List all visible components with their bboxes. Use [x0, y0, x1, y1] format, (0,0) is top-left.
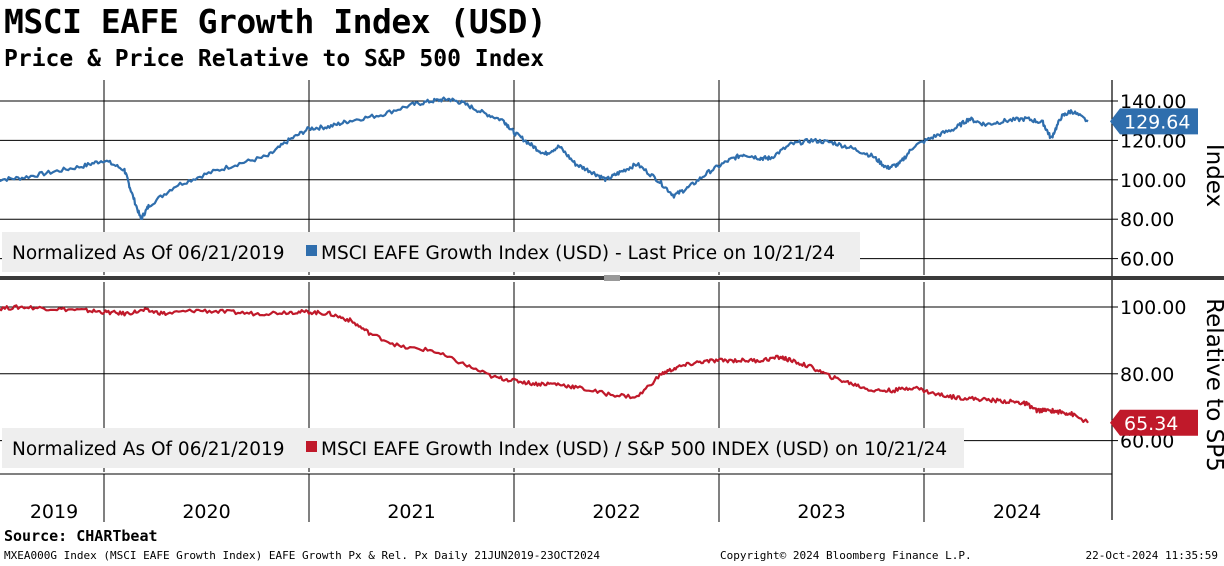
y-tick-label: 80.00 [1120, 209, 1174, 231]
y-tick-label: 80.00 [1120, 364, 1174, 386]
x-tick-label: 2023 [797, 501, 845, 523]
y-tick-label: 100.00 [1120, 297, 1186, 319]
chart-subtitle: Price & Price Relative to S&P 500 Index [4, 46, 545, 72]
legend-series-label: MSCI EAFE Growth Index (USD) / S&P 500 I… [321, 439, 947, 460]
legend-swatch [306, 245, 317, 256]
y-axis-title: Relative to SP5 [1201, 298, 1224, 472]
legend-swatch [306, 441, 317, 452]
footer-description: MXEA000G Index (MSCI EAFE Growth Index) … [4, 549, 601, 562]
legend-box [2, 232, 860, 272]
y-tick-label: 100.00 [1120, 170, 1186, 192]
legend-normalized-text: Normalized As Of 06/21/2019 [12, 439, 285, 460]
x-tick-label: 2022 [592, 501, 640, 523]
divider-handle [604, 275, 620, 281]
last-value-tag [1110, 409, 1198, 436]
x-tick-label: 2020 [182, 501, 230, 523]
y-axis-title: Index [1201, 144, 1224, 207]
y-tick-label: 60.00 [1120, 249, 1174, 271]
legend-normalized-text: Normalized As Of 06/21/2019 [12, 243, 285, 264]
chart-title: MSCI EAFE Growth Index (USD) [4, 2, 547, 41]
x-tick-label: 2021 [387, 501, 435, 523]
footer-timestamp: 22-Oct-2024 11:35:59 [1085, 549, 1218, 562]
legend-series-label: MSCI EAFE Growth Index (USD) - Last Pric… [321, 243, 835, 264]
relative-series-line [0, 304, 1089, 424]
y-tick-label: 140.00 [1120, 91, 1186, 113]
y-tick-label: 120.00 [1120, 130, 1186, 152]
y-tick-label: 60.00 [1120, 431, 1174, 453]
price-series-line [0, 96, 1089, 220]
x-tick-label: 2019 [30, 501, 78, 523]
last-value-tag [1110, 108, 1198, 135]
last-value-label: 65.34 [1124, 413, 1178, 435]
last-value-label: 129.64 [1124, 111, 1190, 133]
source-note: Source: CHARTbeat [4, 527, 158, 545]
footer-copyright: Copyright© 2024 Bloomberg Finance L.P. [720, 549, 972, 562]
x-tick-label: 2024 [993, 501, 1041, 523]
legend-box [2, 428, 964, 468]
